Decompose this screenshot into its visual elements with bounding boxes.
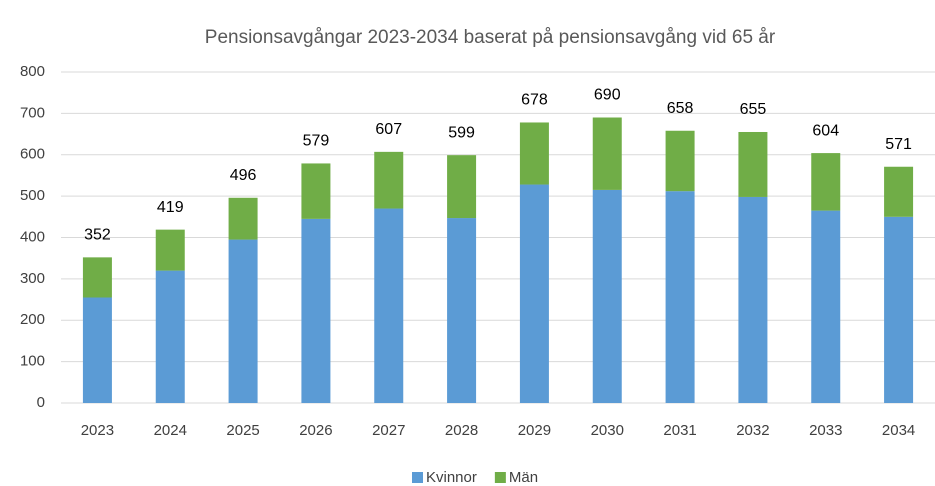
y-tick-label: 400 [20,228,45,245]
legend-label: Män [509,469,538,486]
bar-segment [738,131,768,197]
bar-segment [884,216,914,403]
total-label: 604 [812,122,839,139]
x-tick-label: 2023 [81,422,114,439]
bar-segment [519,122,549,185]
x-tick-label: 2033 [809,422,842,439]
total-label: 571 [885,136,912,153]
x-tick-label: 2027 [372,422,405,439]
bar-segment [738,196,768,403]
total-label: 419 [157,199,184,216]
x-tick-label: 2026 [299,422,332,439]
x-tick-label: 2030 [591,422,624,439]
x-tick-label: 2032 [736,422,769,439]
bar-segment [811,153,841,211]
bar-segment [228,239,258,403]
y-tick-label: 100 [20,353,45,370]
chart-title: Pensionsavgångar 2023-2034 baserat på pe… [205,27,776,48]
bar-segment [82,257,112,298]
bar-segment [374,208,404,403]
bar-segment [592,117,622,190]
total-label: 352 [84,227,111,244]
total-label: 678 [521,92,548,109]
y-tick-label: 300 [20,270,45,287]
bar-segment [447,218,477,403]
x-tick-label: 2034 [882,422,915,439]
x-tick-label: 2029 [518,422,551,439]
bar-segment [155,229,185,271]
bar-segment [447,155,477,219]
bar-segment [301,218,331,403]
legend-label: Kvinnor [426,469,477,486]
total-label: 579 [303,133,330,150]
y-tick-label: 200 [20,311,45,328]
total-label: 496 [230,167,257,184]
total-label: 690 [594,87,621,104]
legend-swatch [494,472,506,483]
bar-segment [811,210,841,403]
total-label: 607 [375,121,402,138]
x-tick-label: 2028 [445,422,478,439]
total-label: 658 [667,100,694,117]
x-tick-label: 2025 [226,422,259,439]
total-label: 599 [448,124,475,141]
total-label: 655 [740,101,767,118]
bar-segment [884,166,914,217]
bar-segment [665,191,695,403]
bar-segment [519,184,549,403]
x-tick-label: 2031 [663,422,696,439]
bar-segment [665,130,695,192]
bar-segment [374,151,404,209]
y-tick-label: 700 [20,104,45,121]
bar-segment [228,197,258,240]
y-tick-label: 600 [20,146,45,163]
y-tick-label: 500 [20,187,45,204]
y-tick-label: 800 [20,63,45,80]
y-tick-label: 0 [37,394,45,411]
x-tick-label: 2024 [154,422,187,439]
bar-segment [592,189,622,403]
legend-swatch [412,472,423,483]
bar-segment [82,297,112,403]
bar-segment [301,163,331,219]
bar-segment [155,270,185,403]
